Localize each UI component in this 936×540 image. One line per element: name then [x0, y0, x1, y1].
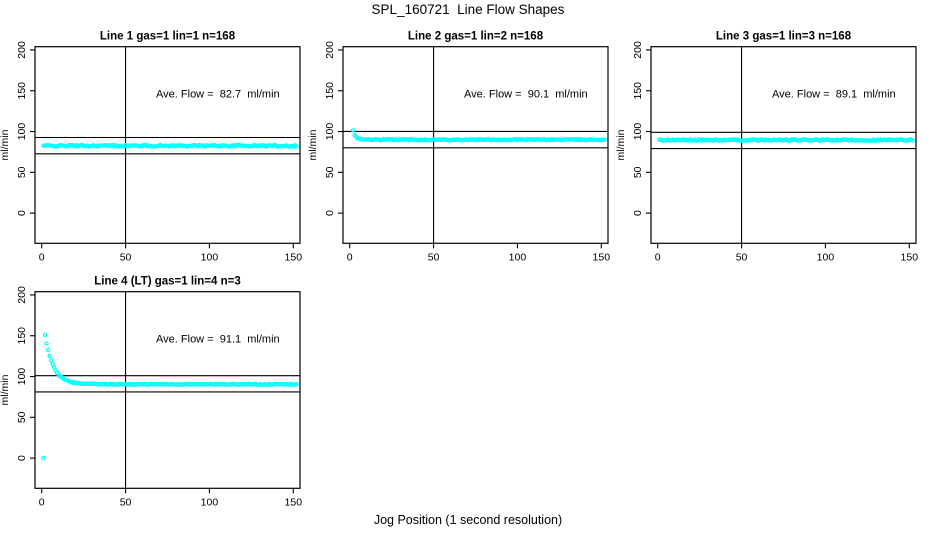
y-tick-label: 200: [16, 41, 28, 59]
y-tick-label: 0: [16, 210, 28, 216]
y-tick-label: 0: [16, 455, 28, 461]
x-tick-label: 150: [285, 251, 303, 263]
x-tick-label: 0: [39, 251, 45, 263]
x-tick-label: 100: [817, 251, 835, 263]
panels-group: Line 1 gas=1 lin=1 n=168 0 50 100 150 200 ml/m…: [0, 31, 918, 509]
data-point: [48, 357, 54, 363]
ave-flow-annotation: Ave. Flow = 90.1 ml/min: [464, 89, 588, 101]
data-point: [50, 361, 55, 367]
x-axis-caption: Jog Position (1 second resolution): [374, 513, 562, 527]
ref-hlines: [35, 375, 300, 393]
ave-flow-annotation: Ave. Flow = 82.7 ml/min: [156, 89, 280, 101]
y-tick-label: 0: [324, 210, 336, 216]
plot-box: [34, 291, 301, 489]
ave-flow-annotation: Ave. Flow = 91.1 ml/min: [156, 334, 280, 346]
x-tick-label: 100: [509, 251, 527, 263]
ref-hlines: [343, 130, 608, 149]
x-tick-label: 50: [120, 496, 132, 508]
data-point: [602, 137, 607, 142]
data-point: [47, 353, 52, 359]
panel-title: Line 2 gas=1 lin=2 n=168: [408, 31, 544, 43]
data-point: [294, 381, 299, 387]
y-axis-name: ml/min: [0, 374, 11, 405]
x-tick-label: 0: [347, 251, 353, 263]
y-tick-label: 200: [632, 41, 644, 59]
panel-line-2: Line 2 gas=1 lin=2 n=168 0 50 100 150 200 ml/m…: [307, 31, 610, 264]
x-tick-label: 150: [593, 251, 611, 263]
x-tick-label: 100: [201, 496, 219, 508]
data-point: [350, 128, 356, 133]
y-tick-label: 100: [324, 123, 336, 141]
plot-box: [650, 46, 917, 244]
x-tick-label: 50: [428, 251, 440, 263]
y-tick-label: 100: [16, 123, 28, 141]
panel-line-1: Line 1 gas=1 lin=1 n=168 0 50 100 150 200 ml/m…: [0, 31, 302, 264]
y-tick-label: 50: [16, 166, 28, 178]
x-tick-label: 0: [655, 251, 661, 263]
y-axis-name: ml/min: [307, 129, 319, 160]
ref-hlines: [651, 131, 916, 150]
panel-line-3: Line 3 gas=1 lin=3 n=168 0 50 100 150 200 ml/m…: [615, 31, 918, 264]
data-points: [350, 128, 607, 143]
x-tick-label: 50: [736, 251, 748, 263]
x-tick-label: 150: [285, 496, 303, 508]
data-point: [44, 341, 49, 346]
y-tick-label: 150: [16, 327, 28, 345]
x-axis-ticks: 0 50 100 150: [39, 243, 302, 263]
data-point: [45, 347, 51, 353]
y-axis-ticks: 0 50 100 150 200: [16, 41, 35, 216]
y-tick-label: 0: [632, 210, 644, 216]
y-axis-ticks: 0 50 100 150 200: [324, 41, 343, 216]
y-tick-label: 50: [16, 411, 28, 423]
x-axis-ticks: 0 50 100 150: [347, 243, 610, 263]
x-tick-label: 0: [39, 496, 45, 508]
plot-box: [342, 46, 609, 244]
x-axis-ticks: 0 50 100 150: [39, 488, 302, 508]
data-point: [294, 144, 299, 149]
figure-title: SPL_160721 Line Flow Shapes: [372, 2, 565, 17]
panel-title: Line 1 gas=1 lin=1 n=168: [100, 31, 236, 43]
y-tick-label: 100: [632, 123, 644, 141]
y-tick-label: 50: [324, 166, 336, 178]
y-axis-ticks: 0 50 100 150 200: [632, 41, 651, 216]
x-tick-label: 100: [201, 251, 219, 263]
y-tick-label: 200: [16, 286, 28, 304]
x-tick-label: 150: [901, 251, 919, 263]
data-points: [657, 137, 915, 144]
data-point: [910, 138, 915, 143]
y-tick-label: 150: [632, 82, 644, 100]
ref-hlines: [35, 136, 300, 155]
y-axis-ticks: 0 50 100 150 200: [16, 286, 35, 461]
y-axis-name: ml/min: [615, 129, 627, 160]
panel-title: Line 4 (LT) gas=1 lin=4 n=3: [94, 276, 240, 288]
plot-box: [34, 46, 301, 244]
y-tick-label: 150: [324, 82, 336, 100]
panel-title: Line 3 gas=1 lin=3 n=168: [716, 31, 852, 43]
data-point: [41, 455, 46, 461]
y-tick-label: 200: [324, 41, 336, 59]
data-point: [42, 332, 48, 338]
y-tick-label: 100: [16, 368, 28, 386]
x-tick-label: 50: [120, 251, 132, 263]
y-axis-name: ml/min: [0, 129, 11, 160]
x-axis-ticks: 0 50 100 150: [655, 243, 918, 263]
y-tick-label: 150: [16, 82, 28, 100]
data-points: [41, 142, 299, 149]
y-tick-label: 50: [632, 166, 644, 178]
ave-flow-annotation: Ave. Flow = 89.1 ml/min: [772, 89, 896, 101]
data-points: [41, 332, 299, 461]
panel-line-4: Line 4 (LT) gas=1 lin=4 n=3 0 50 100 150 200 m…: [0, 276, 302, 509]
